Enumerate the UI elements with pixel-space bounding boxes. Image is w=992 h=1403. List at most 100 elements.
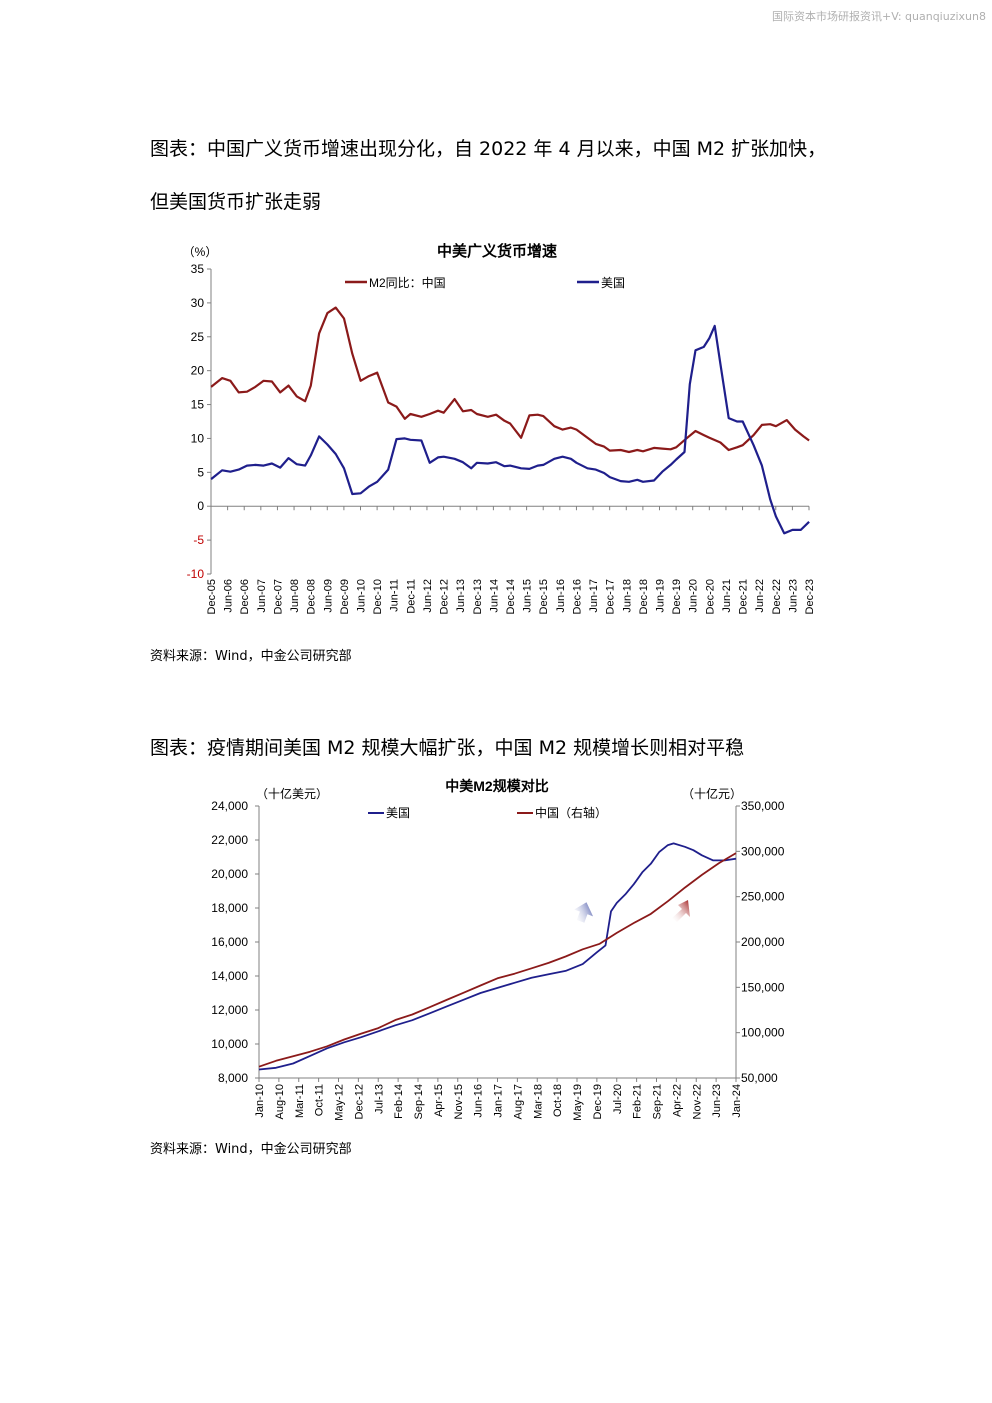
- chart2-legend-label-us: 美国: [386, 806, 410, 820]
- chart1-series-us-line: [210, 324, 810, 535]
- chart2-x-tick-label: Apr-15: [433, 1084, 445, 1117]
- chart1-x-tick-label: Jun-07: [256, 579, 268, 613]
- chart1-x-tick-label: Dec-13: [472, 579, 484, 614]
- chart2-right-tick-label: 150,000: [741, 980, 785, 994]
- figure1-caption-line1: 图表：中国广义货币增速出现分化，自 2022 年 4 月以来，中国 M2 扩张加…: [150, 138, 827, 160]
- chart2-x-tick-label: Sep-21: [652, 1084, 664, 1119]
- chart1-x-tick-label: Jun-17: [588, 579, 600, 613]
- chart2-series-us-line: [258, 842, 737, 1071]
- chart1-y-tick-label: -5: [193, 533, 204, 547]
- chart1-x-tick-label: Jun-12: [422, 579, 434, 613]
- chart1-x-tick-label: Dec-19: [671, 579, 683, 614]
- chart2-right-tick-label: 50,000: [741, 1071, 778, 1085]
- figure1-source: 资料来源：Wind，中金公司研究部: [150, 649, 352, 664]
- chart1-x-tick-label: Jun-14: [488, 579, 500, 613]
- chart1-y-tick-label: -10: [187, 567, 205, 581]
- chart1-x-tick-label: Dec-16: [571, 579, 583, 614]
- chart1-x-tick-label: Dec-08: [306, 579, 318, 614]
- chart2-left-tick-label: 20,000: [211, 867, 248, 881]
- chart1-x-tick-label: Dec-15: [538, 579, 550, 614]
- chart2-title: 中美M2规模对比: [445, 778, 548, 794]
- chart2-left-tick-label: 22,000: [211, 833, 248, 847]
- chart1-x-tick-label: Jun-15: [522, 579, 534, 613]
- chart1-x-tick-label: Dec-06: [239, 579, 251, 614]
- chart2-left-tick-label: 18,000: [211, 901, 248, 915]
- chart1-x-tick-label: Dec-23: [804, 579, 816, 614]
- chart2-x-tick-label: Jan-17: [493, 1084, 505, 1118]
- chart1-x-tick-label: Jun-09: [322, 579, 334, 613]
- chart2-x-tick-label: Jul-13: [373, 1084, 385, 1114]
- chart2-x-tick-label: Dec-12: [353, 1084, 365, 1119]
- chart1-x-tick-label: Dec-07: [272, 579, 284, 614]
- chart2-left-tick-label: 10,000: [211, 1037, 248, 1051]
- figure2-source: 资料来源：Wind，中金公司研究部: [150, 1142, 352, 1157]
- chart2-x-tick-label: Sep-14: [413, 1084, 425, 1119]
- chart1-x-tick-label: Jun-19: [655, 579, 667, 613]
- chart1-x-tick-label: Jun-21: [721, 579, 733, 613]
- chart2-up-arrow-icon-red: [672, 900, 690, 922]
- chart2-x-tick-label: Feb-21: [632, 1084, 644, 1119]
- chart1-x-tick-label: Dec-22: [771, 579, 783, 614]
- chart2-left-tick-label: 24,000: [211, 799, 248, 813]
- figure1-caption-line2: 但美国货币扩张走弱: [150, 191, 322, 213]
- chart2-x-tick-label: May-19: [572, 1084, 584, 1121]
- chart1-y-tick-label: 25: [191, 330, 205, 344]
- chart2-x-tick-label: Jul-20: [612, 1084, 624, 1114]
- chart2-x-tick-label: Oct-18: [552, 1084, 564, 1117]
- chart2-right-tick-label: 200,000: [741, 935, 785, 949]
- chart2-x-tick-label: Jun-23: [711, 1084, 723, 1118]
- figure2-caption: 图表：疫情期间美国 M2 规模大幅扩张，中国 M2 规模增长则相对平稳: [150, 737, 745, 759]
- chart1-y-tick-label: 10: [191, 431, 205, 445]
- chart2-series-china-line: [258, 852, 737, 1068]
- chart2-x-tick-label: Nov-22: [691, 1084, 703, 1119]
- chart1-x-tick-label: Dec-18: [638, 579, 650, 614]
- chart1-x-tick-label: Dec-17: [605, 579, 617, 614]
- chart1-x-tick-label: Jun-18: [621, 579, 633, 613]
- chart2-right-axis-label: （十亿元）: [682, 786, 742, 801]
- chart1-legend-label-us: 美国: [601, 276, 625, 290]
- chart2-x-tick-label: Nov-15: [453, 1084, 465, 1119]
- chart1-x-tick-label: Dec-09: [339, 579, 351, 614]
- chart2-x-tick-label: Oct-11: [314, 1084, 326, 1116]
- chart2-x-tick-label: Mar-18: [532, 1084, 544, 1119]
- chart2-x-tick-label: Aug-17: [512, 1084, 524, 1119]
- chart1-x-tick-label: Dec-20: [704, 579, 716, 614]
- chart2-x-tick-label: Mar-11: [294, 1084, 306, 1118]
- chart2-left-tick-label: 8,000: [218, 1071, 248, 1085]
- chart1-x-tick-label: Jun-06: [223, 579, 235, 613]
- chart1-x-tick-label: Jun-08: [289, 579, 301, 613]
- chart2-left-tick-label: 12,000: [211, 1003, 248, 1017]
- chart2-left-axis-label: （十亿美元）: [256, 786, 328, 801]
- chart2-x-tick-label: Feb-14: [393, 1084, 405, 1119]
- chart2-left-tick-label: 16,000: [211, 935, 248, 949]
- chart2-legend-label-china: 中国（右轴）: [535, 805, 607, 820]
- chart2-x-tick-label: Apr-22: [671, 1084, 683, 1117]
- chart2-x-tick-label: May-12: [334, 1084, 346, 1121]
- chart1-series-china-line: [210, 306, 810, 454]
- watermark-text: 国际资本市场研报资讯+V: quanqiuzixun8: [771, 10, 986, 23]
- chart1-x-tick-label: Jun-10: [356, 579, 368, 613]
- chart1-y-tick-label: 0: [197, 499, 204, 513]
- chart1-y-tick-label: 15: [191, 398, 205, 412]
- chart1-x-tick-label: Dec-12: [439, 579, 451, 614]
- chart1-legend-label-china: M2同比：中国: [369, 275, 446, 290]
- chart1-x-tick-label: Dec-10: [372, 579, 384, 614]
- chart1-title: 中美广义货币增速: [437, 242, 557, 260]
- chart2-right-tick-label: 350,000: [741, 799, 785, 813]
- chart2-left-tick-label: 14,000: [211, 969, 248, 983]
- chart2-x-tick-label: Jun-16: [473, 1084, 485, 1118]
- chart1-y-tick-label: 35: [191, 262, 205, 276]
- chart2-right-tick-label: 300,000: [741, 844, 785, 858]
- chart2-x-tick-label: Jan-10: [254, 1084, 266, 1118]
- chart2-x-tick-label: Dec-19: [592, 1084, 604, 1119]
- chart2-x-tick-label: Jan-24: [731, 1084, 743, 1118]
- chart1-y-tick-label: 30: [191, 296, 205, 310]
- chart1-x-tick-label: Jun-20: [688, 579, 700, 613]
- chart1-y-tick-label: 5: [197, 465, 204, 479]
- chart2-right-tick-label: 250,000: [741, 890, 785, 904]
- chart1-x-tick-label: Dec-21: [738, 579, 750, 614]
- chart1-x-tick-label: Dec-05: [206, 579, 218, 614]
- chart1-y-axis-label: （%）: [183, 245, 218, 259]
